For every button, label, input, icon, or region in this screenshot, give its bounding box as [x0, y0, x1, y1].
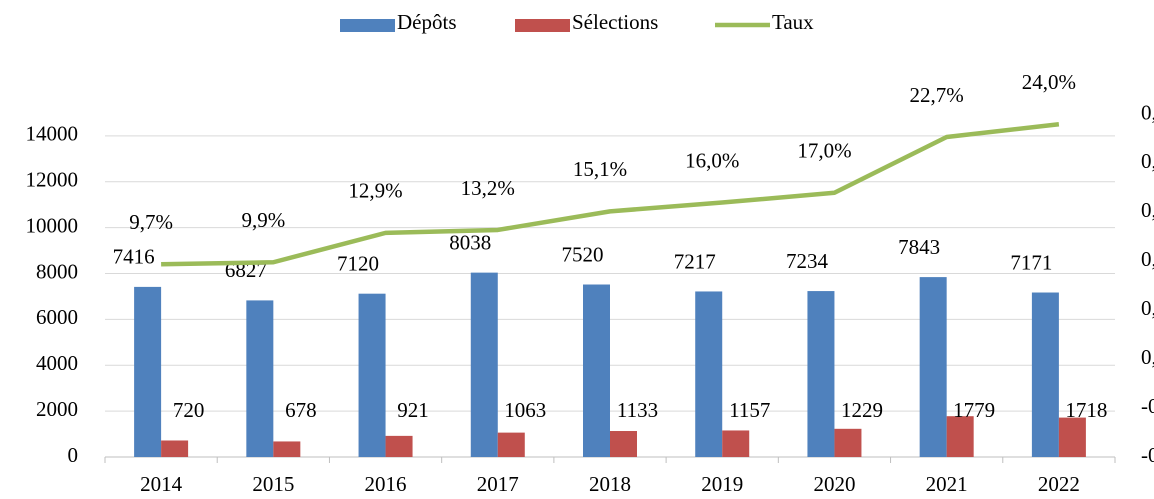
y-tick-label: 2000 [36, 397, 78, 421]
bar [834, 428, 862, 457]
data-label: 1133 [617, 398, 658, 422]
data-label: 921 [397, 398, 429, 422]
bar [583, 284, 610, 457]
y2-tick-label: 0,25 [1141, 100, 1154, 124]
bar [134, 286, 162, 457]
data-label: 17,0% [797, 139, 851, 163]
bar [919, 277, 947, 457]
data-label: 15,1% [573, 157, 627, 181]
data-label: 9,7% [129, 210, 173, 234]
bar [470, 272, 498, 457]
data-label: 720 [173, 398, 205, 422]
data-label: 16,0% [685, 148, 739, 172]
y-tick-label: 14000 [26, 122, 79, 146]
data-label: 1229 [841, 398, 883, 422]
data-label: 7520 [562, 242, 604, 266]
data-label: 12,9% [348, 179, 402, 203]
y2-tick-label: 0,05 [1141, 296, 1154, 320]
y2-tick-label: 0,10 [1141, 247, 1154, 271]
x-tick-label: 2015 [252, 472, 294, 496]
y-tick-label: 8000 [36, 259, 78, 283]
data-label: 7234 [786, 249, 829, 273]
legend-label: Taux [772, 10, 814, 34]
data-label: 13,2% [461, 176, 515, 200]
x-tick-label: 2014 [140, 472, 183, 496]
bar [358, 293, 386, 457]
data-label: 1157 [729, 398, 770, 422]
legend-label: Dépôts [397, 10, 457, 34]
y2-tick-label: -0,05 [1141, 394, 1154, 418]
y-tick-label: 10000 [26, 213, 79, 237]
y2-tick-label: 0,15 [1141, 198, 1154, 222]
bar [497, 432, 525, 457]
x-tick-label: 2017 [477, 472, 519, 496]
bar [1058, 417, 1086, 457]
data-label: 1779 [953, 398, 995, 422]
bar [161, 440, 189, 457]
x-tick-label: 2021 [926, 472, 968, 496]
bar [722, 430, 750, 457]
data-label: 7217 [674, 249, 716, 273]
bar [385, 435, 413, 457]
data-label: 1063 [504, 398, 546, 422]
data-label: 7120 [337, 251, 379, 275]
y-tick-label: 4000 [36, 351, 78, 375]
plot: 0 2000 4000 6000 8000 10000 12000 14000 -0,10 -0,… [26, 10, 1154, 496]
data-label: 8038 [449, 230, 491, 254]
y-tick-label: 0 [68, 443, 79, 467]
x-tick-label: 2018 [589, 472, 631, 496]
bar [1031, 292, 1059, 457]
legend-swatch [515, 19, 570, 32]
legend-swatch [340, 19, 395, 32]
bar [273, 441, 301, 457]
legend-label: Sélections [572, 10, 658, 34]
data-label: 7843 [898, 235, 940, 259]
bar [246, 300, 274, 457]
bar [695, 291, 723, 457]
y2-tick-label: 0,20 [1141, 149, 1154, 173]
data-label: 7416 [113, 245, 155, 269]
x-tick-label: 2016 [365, 472, 407, 496]
x-tick-label: 2020 [813, 472, 855, 496]
data-label: 24,0% [1022, 70, 1076, 94]
x-tick-label: 2019 [701, 472, 743, 496]
bar [610, 431, 637, 457]
bar [807, 291, 835, 457]
data-label: 22,7% [910, 83, 964, 107]
line [161, 122, 1060, 267]
x-tick-label: 2022 [1038, 472, 1080, 496]
data-label: 678 [285, 398, 317, 422]
data-label: 9,9% [241, 208, 285, 232]
y2-tick-label: 0,00 [1141, 345, 1154, 369]
data-label: 1718 [1065, 398, 1107, 422]
data-label: 7171 [1010, 250, 1052, 274]
y-tick-label: 6000 [36, 305, 78, 329]
y2-tick-label: -0,10 [1141, 443, 1154, 467]
y-tick-label: 12000 [26, 168, 79, 192]
bar [946, 416, 974, 457]
